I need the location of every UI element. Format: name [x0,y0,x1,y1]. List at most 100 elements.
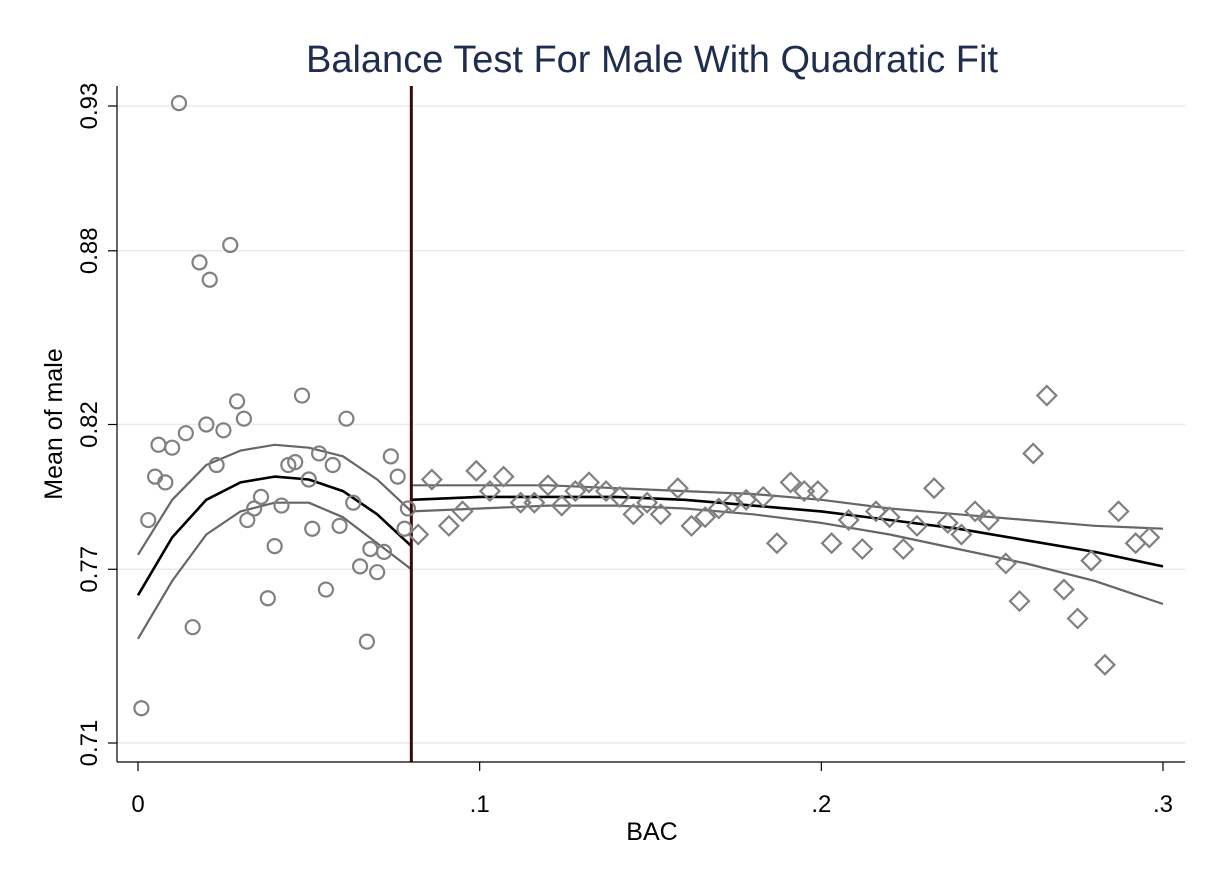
circle-point [338,410,355,427]
diamond-point [977,508,1000,532]
circle-point [375,543,393,561]
diamond-point [636,491,659,514]
circle-point [300,471,317,488]
y-tick-label: 0.93 [76,83,103,130]
circle-point [170,95,188,112]
diamond-point [622,503,645,526]
diamond-point [994,552,1017,575]
quadratic-fit-line [136,475,413,596]
circle-point [287,454,304,471]
diamond-point [523,491,546,514]
diamond-point [1052,578,1075,601]
circle-point [358,633,376,650]
circle-point [208,456,225,474]
x-tick-label: .2 [811,791,831,818]
y-tick-label: 0.77 [76,546,103,593]
diamond-point [1035,384,1058,407]
diamond-point [721,491,744,514]
diamond-point [1022,442,1045,465]
diamond-point [905,514,929,537]
diamond-point [1080,549,1103,572]
circle-point [239,511,256,529]
ci-lower-line [411,504,1164,606]
diamond-point [492,465,515,488]
diamond-point [1138,526,1161,549]
circle-point [324,456,341,474]
y-tick-label: 0.82 [76,401,103,448]
diamond-point [752,485,775,508]
circle-point [273,497,290,514]
axes: 0.71 0.77 0.82 0.88 0.93 0 .1 .2 .3 [76,83,1185,818]
diamond-point [649,503,672,526]
diamond-point [837,508,860,532]
circle-point [382,448,399,465]
circle-point [235,410,253,427]
circle-point [399,500,417,517]
circle-point [222,236,239,254]
circle-point [345,494,362,511]
diamond-point [765,532,788,555]
circle-point [351,558,369,575]
circle-point [191,254,208,271]
y-tick-label: 0.71 [76,720,103,767]
diamond-point [536,474,560,497]
circle-point [198,416,215,433]
diamond-point [923,477,946,500]
circle-point [157,474,174,491]
diamond-point [892,537,915,561]
diamond-point [465,459,488,482]
diamond-point [950,523,973,546]
diamond-point [936,511,959,535]
diamond-point [577,471,601,494]
diamond-point [878,506,901,529]
circle-point [228,393,246,410]
circle-point [215,422,232,439]
diamond-point [407,523,430,546]
diamond-point [595,480,618,503]
diamond-point [680,514,703,537]
diamond-point [779,471,802,494]
circle-point [369,564,386,581]
circle-point [389,468,406,485]
ci-upper-line [137,443,413,556]
y-axis-label: Mean of male [40,348,68,499]
circle-point [164,439,181,456]
diamond-point [806,480,829,503]
diamond-point [478,480,501,503]
diamond-point [451,500,474,523]
diamond-point [437,514,460,537]
circle-point [310,445,328,462]
diamond-point [820,532,843,555]
x-tick-label: 0 [131,791,144,818]
circle-point [396,520,413,537]
y-tick-label: 0.88 [76,227,103,274]
diamond-point [694,506,717,529]
ci-upper-line [411,484,1164,530]
circle-point [184,619,201,636]
circle-point [246,500,263,517]
circle-point [259,590,276,607]
diamond-point [964,500,987,523]
diamond-point [1066,607,1089,630]
x-axis-label: BAC [626,818,677,846]
diamond-point [864,500,888,523]
circle-point [252,488,270,505]
diamond-point [550,494,573,517]
circle-point [177,425,194,442]
diamond-point [851,537,874,561]
grid-lines [117,105,1185,744]
diamond-point [564,480,587,503]
circle-point [201,271,218,288]
diamond-point [1093,653,1116,676]
circle-point [266,538,283,555]
circle-point [331,517,348,534]
diamond-point [666,477,689,500]
diamond-point [1107,500,1130,523]
circle-point [304,520,321,537]
x-tick-label: .3 [1153,791,1173,818]
diamond-point [1008,590,1031,613]
data-markers [133,95,1161,717]
